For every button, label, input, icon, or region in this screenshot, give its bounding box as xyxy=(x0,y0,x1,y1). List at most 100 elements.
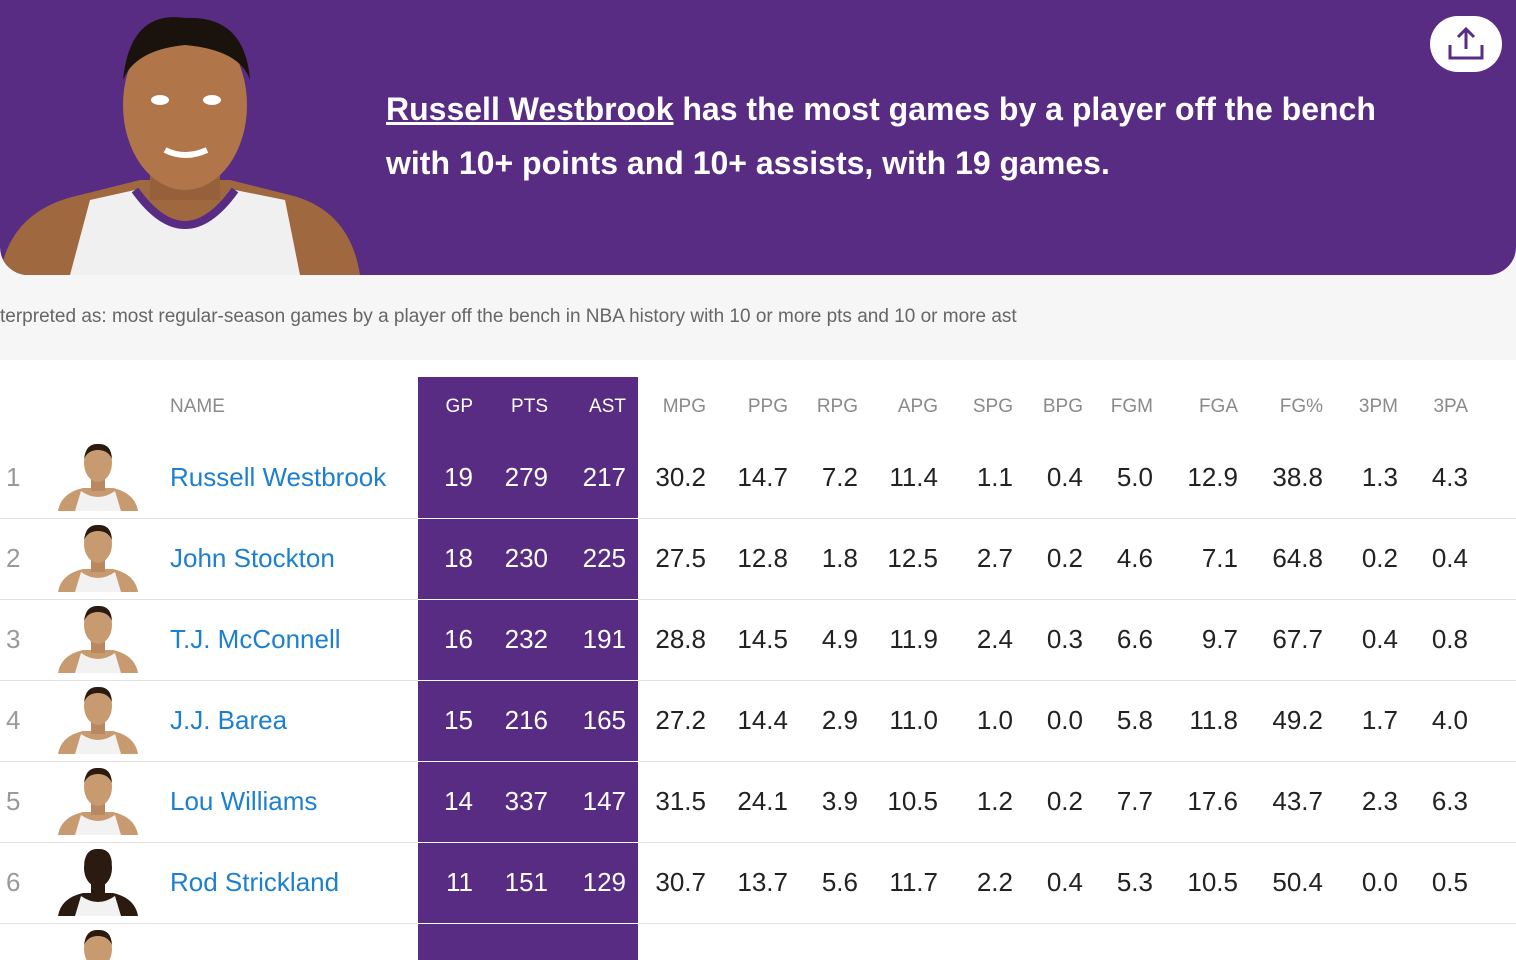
stat-cell: 11 xyxy=(418,842,485,923)
stat-cell xyxy=(485,923,560,960)
stat-cell: 38.8 xyxy=(1250,437,1335,518)
player-name-link[interactable]: Lou Williams xyxy=(150,761,418,842)
stat-cell: 19 xyxy=(418,437,485,518)
stat-cell: 43.7 xyxy=(1250,761,1335,842)
stat-cell: 11.0 xyxy=(870,680,950,761)
stat-cell: 12.8 xyxy=(718,518,800,599)
headline: Russell Westbrook has the most games by … xyxy=(386,82,1446,190)
stat-cell xyxy=(800,923,870,960)
stat-cell: 24.1 xyxy=(718,761,800,842)
stat-cell: 0.2 xyxy=(1335,518,1410,599)
stat-cell: 0.8 xyxy=(1410,599,1480,680)
stat-cell: 12.9 xyxy=(1165,437,1250,518)
stat-cell xyxy=(950,923,1025,960)
stat-cell xyxy=(1025,923,1095,960)
stat-cell: 7.1 xyxy=(1165,518,1250,599)
column-header[interactable]: MPG xyxy=(638,377,718,437)
stat-cell xyxy=(1480,923,1516,960)
stat-cell: 217 xyxy=(560,437,638,518)
stat-cell xyxy=(1095,923,1165,960)
column-header[interactable]: FGA xyxy=(1165,377,1250,437)
column-header[interactable]: AST xyxy=(560,377,638,437)
column-header[interactable]: PTS xyxy=(485,377,560,437)
column-header[interactable]: SPG xyxy=(950,377,1025,437)
stat-cell: 2.4 xyxy=(950,599,1025,680)
stat-cell: 11.4 xyxy=(870,437,950,518)
stat-cell: 4.3 xyxy=(1410,437,1480,518)
column-header[interactable]: 3PM xyxy=(1335,377,1410,437)
stat-cell: 0.0 xyxy=(1025,680,1095,761)
stat-cell: 5 xyxy=(1480,518,1516,599)
stat-cell: 147 xyxy=(560,761,638,842)
column-header[interactable]: BPG xyxy=(1025,377,1095,437)
column-header[interactable]: FGM xyxy=(1095,377,1165,437)
stat-cell: 49.2 xyxy=(1250,680,1335,761)
stat-cell: 27.2 xyxy=(638,680,718,761)
stat-cell: 11.8 xyxy=(1165,680,1250,761)
column-header[interactable]: PPG xyxy=(718,377,800,437)
stat-cell: 0.4 xyxy=(1025,437,1095,518)
stat-cell: 14.5 xyxy=(718,599,800,680)
stat-cell: 0.2 xyxy=(1025,761,1095,842)
stat-cell: 1.3 xyxy=(1335,437,1410,518)
stat-cell: 4.9 xyxy=(800,599,870,680)
stat-cell: 13.7 xyxy=(718,842,800,923)
stat-cell: 11.9 xyxy=(870,599,950,680)
stat-cell: 0.2 xyxy=(1025,518,1095,599)
stat-cell xyxy=(870,923,950,960)
column-header[interactable]: NAME xyxy=(150,377,418,437)
player-headshot xyxy=(45,680,150,761)
stat-cell: 0.4 xyxy=(1335,599,1410,680)
stat-cell xyxy=(1480,842,1516,923)
table-row xyxy=(0,923,1516,960)
stat-cell: 191 xyxy=(560,599,638,680)
rank: 5 xyxy=(0,761,45,842)
column-header[interactable]: GP xyxy=(418,377,485,437)
stat-cell: 1.1 xyxy=(950,437,1025,518)
stat-cell: 10.5 xyxy=(870,761,950,842)
stat-cell: 5.3 xyxy=(1095,842,1165,923)
stat-cell: 0.4 xyxy=(1410,518,1480,599)
player-link[interactable]: Russell Westbrook xyxy=(386,91,673,127)
stat-cell xyxy=(418,923,485,960)
column-header[interactable]: 3PA xyxy=(1410,377,1480,437)
player-headshot xyxy=(45,842,150,923)
column-header[interactable]: APG xyxy=(870,377,950,437)
stat-cell: 1.7 xyxy=(1335,680,1410,761)
rank: 6 xyxy=(0,842,45,923)
player-name-link[interactable]: T.J. McConnell xyxy=(150,599,418,680)
stat-cell: 216 xyxy=(485,680,560,761)
stat-cell: 232 xyxy=(485,599,560,680)
player-name-link[interactable]: John Stockton xyxy=(150,518,418,599)
share-button[interactable] xyxy=(1430,16,1502,72)
stat-cell: 5 xyxy=(1480,599,1516,680)
column-header[interactable]: RPG xyxy=(800,377,870,437)
stat-cell: 14.4 xyxy=(718,680,800,761)
player-name-link[interactable] xyxy=(150,923,418,960)
stat-cell: 3 xyxy=(1480,761,1516,842)
player-name-link[interactable]: J.J. Barea xyxy=(150,680,418,761)
player-name-link[interactable]: Russell Westbrook xyxy=(150,437,418,518)
stat-cell xyxy=(1410,923,1480,960)
stat-cell: 9.7 xyxy=(1165,599,1250,680)
stat-cell xyxy=(1335,923,1410,960)
stat-cell: 7.7 xyxy=(1095,761,1165,842)
hero-banner: Russell Westbrook has the most games by … xyxy=(0,0,1516,275)
player-name-link[interactable]: Rod Strickland xyxy=(150,842,418,923)
stat-cell: 30.2 xyxy=(638,437,718,518)
rank: 3 xyxy=(0,599,45,680)
stat-cell: 30.7 xyxy=(638,842,718,923)
stat-cell: 31.5 xyxy=(638,761,718,842)
rank xyxy=(0,923,45,960)
stat-cell: 225 xyxy=(560,518,638,599)
stat-cell xyxy=(560,923,638,960)
stat-cell: 67.7 xyxy=(1250,599,1335,680)
share-upload-icon xyxy=(1447,27,1485,61)
stat-cell xyxy=(1165,923,1250,960)
stat-cell xyxy=(638,923,718,960)
stat-cell xyxy=(718,923,800,960)
column-header[interactable]: FG% xyxy=(1250,377,1335,437)
